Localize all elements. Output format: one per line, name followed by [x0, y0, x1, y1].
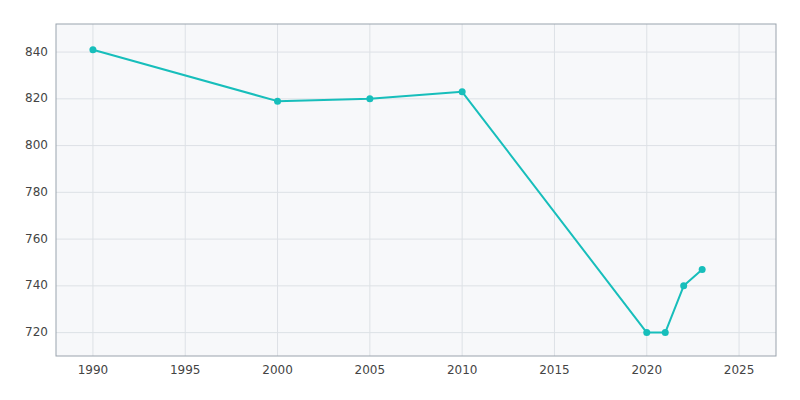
y-grid-line [56, 239, 776, 240]
y-tick-label: 760 [25, 232, 48, 246]
y-tick-label: 780 [25, 185, 48, 199]
point [366, 95, 373, 102]
x-grid-line [277, 24, 278, 356]
axes: 720 740 760 780 800 820 840 1990 1995 2000 2005 201… [25, 45, 754, 377]
x-grid-line [462, 24, 463, 356]
point [662, 329, 669, 336]
y-grid-line [56, 285, 776, 286]
y-grid-line [56, 98, 776, 99]
x-tick-label: 2025 [724, 363, 755, 377]
x-tick-label: 2005 [355, 363, 386, 377]
y-tick-label: 820 [25, 91, 48, 105]
point [89, 46, 96, 53]
plot-background [56, 24, 776, 356]
point [643, 329, 650, 336]
line [93, 50, 702, 333]
x-tick-label: 1995 [170, 363, 201, 377]
plot-frame [56, 24, 776, 356]
x-grid-line [185, 24, 186, 356]
y-tick-label: 840 [25, 45, 48, 59]
x-tick-label: 2010 [447, 363, 478, 377]
x-grid-line [92, 24, 93, 356]
point [459, 88, 466, 95]
y-grid-line [56, 192, 776, 193]
grid [56, 24, 776, 356]
x-tick-label: 2015 [539, 363, 570, 377]
series-group [89, 46, 705, 336]
y-tick-label: 800 [25, 138, 48, 152]
y-grid-line [56, 52, 776, 53]
point [699, 266, 706, 273]
x-grid-line [739, 24, 740, 356]
y-grid-line [56, 145, 776, 146]
point [680, 282, 687, 289]
x-grid-line [369, 24, 370, 356]
x-tick-label: 2000 [262, 363, 293, 377]
y-tick-label: 740 [25, 278, 48, 292]
x-grid-line [554, 24, 555, 356]
point [274, 98, 281, 105]
x-grid-line [646, 24, 647, 356]
x-tick-label: 1990 [78, 363, 109, 377]
y-tick-label: 720 [25, 325, 48, 339]
chart-container: 720 740 760 780 800 820 840 1990 1995 2000 2005 201… [0, 0, 800, 400]
x-tick-label: 2020 [631, 363, 662, 377]
chart-svg: 720 740 760 780 800 820 840 1990 1995 2000 2005 201… [0, 0, 800, 400]
